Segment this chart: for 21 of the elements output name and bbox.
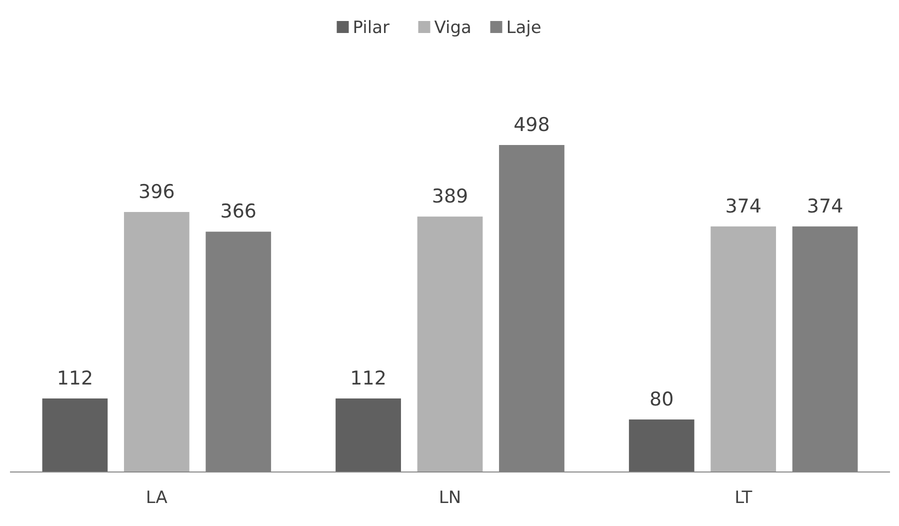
x-tick-label: LN	[438, 488, 462, 508]
data-label: 389	[432, 186, 468, 208]
bar	[417, 216, 483, 472]
bar	[628, 419, 694, 472]
legend-label: Laje	[506, 18, 542, 38]
data-label: 80	[650, 388, 674, 410]
bar	[124, 212, 190, 472]
data-label: 112	[350, 367, 386, 390]
legend-label: Pilar	[352, 18, 390, 38]
bar	[710, 226, 776, 472]
bar	[336, 398, 401, 472]
legend-label: Viga	[434, 18, 472, 38]
data-label: 374	[806, 195, 844, 218]
data-label: 112	[56, 367, 94, 390]
data-label: 374	[725, 195, 762, 218]
data-label: 498	[514, 114, 550, 136]
data-label: 366	[220, 200, 257, 223]
data-label: 396	[138, 180, 175, 203]
x-tick-label: LA	[146, 488, 168, 508]
bar	[42, 398, 108, 472]
x-tick-label: LT	[734, 488, 753, 508]
